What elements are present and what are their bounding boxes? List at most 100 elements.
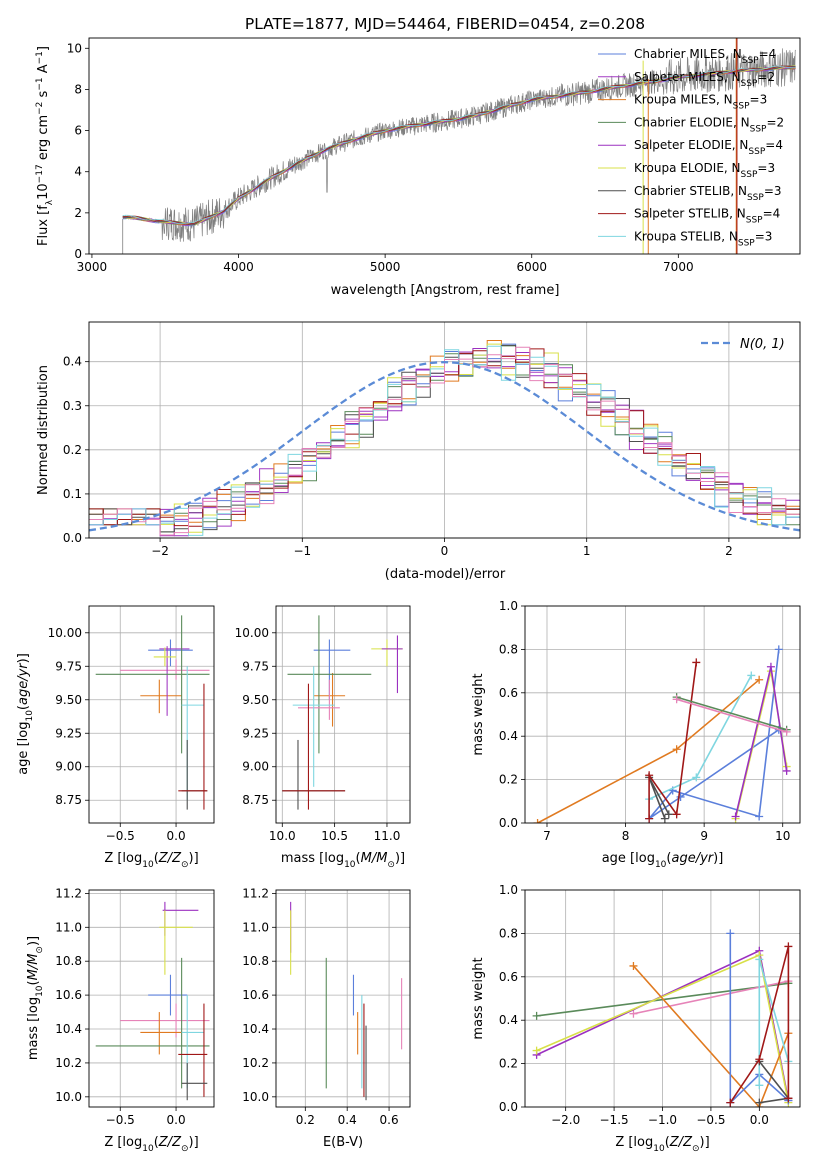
x-tick-label: 10.5 [321,829,348,843]
label-part: 10 [142,860,154,870]
label-part: 10 [344,860,356,870]
label-part: Z [log [104,1135,142,1150]
errorbar-point [159,646,190,716]
label-part: Kroupa MILES, N [634,93,733,107]
x-tick-label: −1.0 [648,1113,677,1127]
label-part: A [36,64,51,77]
label-part: ( [16,705,31,710]
x-tick-label: 8 [622,829,630,843]
label-part: SSP [747,193,764,203]
weight-point-marker [672,695,681,704]
x-axis-label: Z [log10(Z/Z⊙)] [615,1135,709,1154]
label-part: Salpeter STELIB, N [634,207,746,221]
label-part: Z [log [104,851,142,866]
axes-frame [88,605,215,824]
x-tick-label: 0.4 [338,1113,357,1127]
y-tick-label: 0.0 [63,531,82,545]
label-part: s [36,90,51,101]
weight-point-marker [755,675,764,684]
x-axis-label: wavelength [Angstrom, rest frame] [331,283,560,298]
y-tick-label: 10.0 [242,1090,269,1104]
y-tick-label: 0.3 [63,399,82,413]
label-part: =3 [764,184,782,198]
y-tick-label: 11.0 [242,920,269,934]
weight-series-line [648,675,753,800]
label-part: M/M [26,954,41,981]
label-part: =4 [763,207,781,221]
axes-frame [524,889,801,1108]
label-part: SSP [742,56,759,66]
label-part: Flux [f [36,205,51,246]
weight-point-marker [755,812,764,821]
y-tick-label: 6 [74,124,82,138]
y-tick-label: 10.8 [55,954,82,968]
legend-label: Kroupa MILES, NSSP=3 [634,93,767,112]
label-part: =2 [766,115,784,129]
label-part: =3 [757,161,775,175]
y-tick-label: 10.2 [55,1056,82,1070]
label-part: age/yr [671,851,714,866]
weight-point-marker [747,671,756,680]
errorbar-point [140,679,182,714]
weight-series-line [676,698,787,733]
label-part: SSP [748,147,765,157]
label-part: (0, 1) [750,337,785,352]
age-vs-mass-panel: 10.0 10.5 11.0 8.75 9.00 9.25 9.50 9.75 10.00 mas… [235,605,411,870]
legend-label: Salpeter MILES, NSSP=2 [634,70,775,89]
label-part: −1 [35,77,45,90]
label-part: E(B-V) [323,1135,363,1150]
axes-frame [275,889,411,1108]
y-axis-label: mass weight [471,957,486,1039]
weight-lines [533,645,791,823]
weight-point-marker [784,942,793,951]
weight-point-marker [731,812,740,821]
x-tick-label: 5000 [370,260,401,274]
weight-series-line [648,649,780,820]
label-part: SSP [741,170,758,180]
x-axis-label: Z [log10(Z/Z⊙)] [104,1135,198,1154]
y-tick-label: 0.2 [499,773,518,787]
label-part: N [740,337,750,352]
label-part: age [log [16,722,31,775]
label-part: SSP [741,79,758,89]
x-tick-label: 0.0 [167,829,186,843]
y-tick-label: 10.6 [55,988,82,1002]
errorbar-point [148,639,193,667]
histogram-step-line [89,346,800,536]
y-tick-label: 0.4 [499,729,518,743]
errorbar-point [140,1012,182,1055]
label-part: ⊙ [692,1144,700,1154]
label-part: M/M [361,851,388,866]
label-part: 10 [142,1144,154,1154]
x-tick-label: 6000 [516,260,547,274]
x-tick-label: −0.5 [106,1113,135,1127]
y-tick-label: 4 [74,165,82,179]
normal-distribution-curve [89,360,800,532]
errorbar-point [95,957,210,1089]
y-tick-label: 8 [74,82,82,96]
y-tick-label: 0.4 [499,1013,518,1027]
y-axis-label: mass [log10(M/M⊙)] [26,936,45,1060]
errorbar-point [297,679,340,720]
errorbar-point [153,647,177,667]
weight-point-marker [726,929,735,938]
label-part: Chabrier STELIB, N [634,184,747,198]
label-part: Chabrier ELODIE, N [634,115,750,129]
y-tick-label: 9.00 [242,760,269,774]
y-tick-label: 0.0 [499,816,518,830]
errorbar-marks [95,615,210,810]
label-part: age/yr [16,662,31,705]
y-tick-label: 9.75 [242,659,269,673]
x-tick-label: 7 [543,829,551,843]
label-part: Kroupa ELODIE, N [634,161,741,175]
label-part: Z/Z [158,851,182,866]
x-tick-label: 10 [775,829,790,843]
label-part: Salpeter ELODIE, N [634,138,748,152]
model-fit-line [122,65,796,225]
x-axis-label: mass [log10(M/M⊙)] [281,851,405,870]
x-tick-label: −1.5 [600,1113,629,1127]
y-tick-label: 11.2 [55,886,82,900]
errorbar-point [381,635,403,694]
